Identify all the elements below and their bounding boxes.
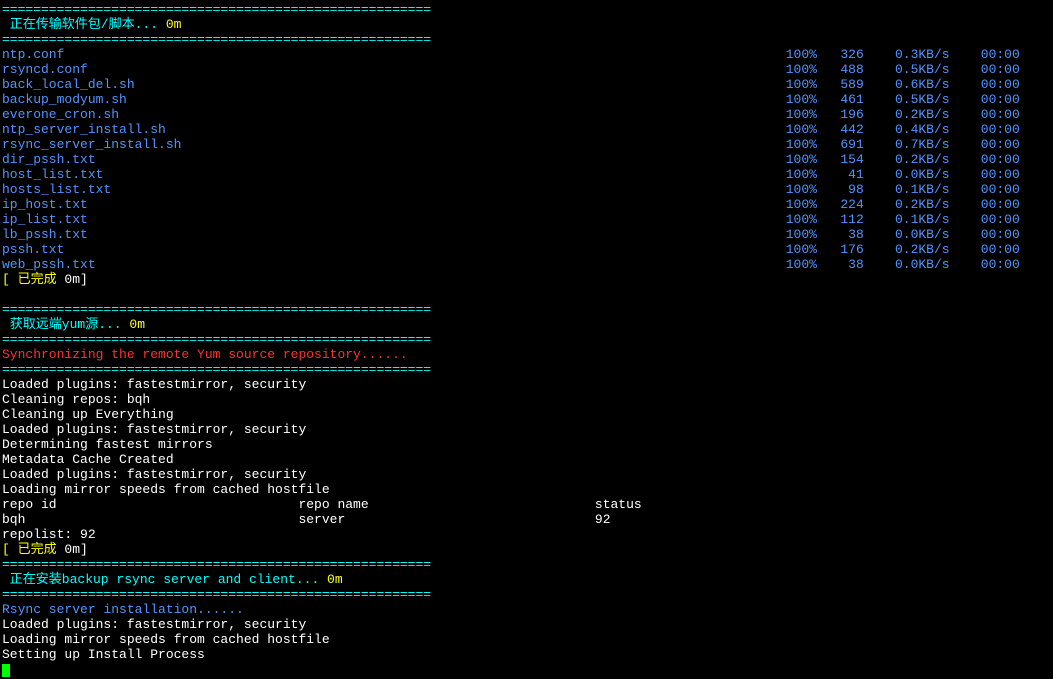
repolist-line: repolist: 92 xyxy=(2,527,1051,542)
file-name: everone_cron.sh xyxy=(2,107,119,122)
file-name: host_list.txt xyxy=(2,167,103,182)
file-transfer-row: dir_pssh.txt 100% 154 0.2KB/s 00:00 xyxy=(2,152,1051,167)
output-line: Determining fastest mirrors xyxy=(2,437,1051,452)
terminal-output: ========================================… xyxy=(2,2,1051,677)
file-name: hosts_list.txt xyxy=(2,182,111,197)
output-line: Cleaning repos: bqh xyxy=(2,392,1051,407)
file-transfer-row: ip_host.txt 100% 224 0.2KB/s 00:00 xyxy=(2,197,1051,212)
file-transfer-row: rsyncd.conf 100% 488 0.5KB/s 00:00 xyxy=(2,62,1051,77)
file-transfer-row: ip_list.txt 100% 112 0.1KB/s 00:00 xyxy=(2,212,1051,227)
cursor xyxy=(2,664,10,677)
sync-message: Synchronizing the remote Yum source repo… xyxy=(2,347,1051,362)
file-stats: 100% 176 0.2KB/s 00:00 xyxy=(786,242,1051,257)
file-transfer-row: everone_cron.sh 100% 196 0.2KB/s 00:00 xyxy=(2,107,1051,122)
file-name: lb_pssh.txt xyxy=(2,227,88,242)
output-line: Loading mirror speeds from cached hostfi… xyxy=(2,482,1051,497)
file-name: rsyncd.conf xyxy=(2,62,88,77)
file-transfer-row: lb_pssh.txt 100% 38 0.0KB/s 00:00 xyxy=(2,227,1051,242)
output-line: Metadata Cache Created xyxy=(2,452,1051,467)
file-stats: 100% 488 0.5KB/s 00:00 xyxy=(786,62,1051,77)
file-transfer-row: web_pssh.txt 100% 38 0.0KB/s 00:00 xyxy=(2,257,1051,272)
file-stats: 100% 38 0.0KB/s 00:00 xyxy=(786,227,1051,242)
file-name: pssh.txt xyxy=(2,242,64,257)
file-stats: 100% 461 0.5KB/s 00:00 xyxy=(786,92,1051,107)
install-message: Rsync server installation...... xyxy=(2,602,1051,617)
output-line: Setting up Install Process xyxy=(2,647,1051,662)
file-stats: 100% 196 0.2KB/s 00:00 xyxy=(786,107,1051,122)
file-name: ntp_server_install.sh xyxy=(2,122,166,137)
repo-row: bqh server 92 xyxy=(2,512,1051,527)
output-line: Loaded plugins: fastestmirror, security xyxy=(2,377,1051,392)
section-header-yum: 获取远端yum源... 0m xyxy=(2,317,1051,332)
file-name: back_local_del.sh xyxy=(2,77,135,92)
file-stats: 100% 326 0.3KB/s 00:00 xyxy=(786,47,1051,62)
done-marker: [ 已完成 0m] xyxy=(2,272,1051,287)
output-line: Loading mirror speeds from cached hostfi… xyxy=(2,632,1051,647)
file-stats: 100% 41 0.0KB/s 00:00 xyxy=(786,167,1051,182)
output-line: Loaded plugins: fastestmirror, security xyxy=(2,617,1051,632)
done-marker: [ 已完成 0m] xyxy=(2,542,1051,557)
file-transfer-row: ntp_server_install.sh 100% 442 0.4KB/s 00… xyxy=(2,122,1051,137)
file-name: backup_modyum.sh xyxy=(2,92,127,107)
section-header-install: 正在安装backup rsync server and client... 0m xyxy=(2,572,1051,587)
file-transfer-row: host_list.txt 100% 41 0.0KB/s 00:00 xyxy=(2,167,1051,182)
file-transfer-row: backup_modyum.sh 100% 461 0.5KB/s 00:00 xyxy=(2,92,1051,107)
file-stats: 100% 442 0.4KB/s 00:00 xyxy=(786,122,1051,137)
file-transfer-row: back_local_del.sh 100% 589 0.6KB/s 00:00 xyxy=(2,77,1051,92)
file-transfer-row: rsync_server_install.sh 100% 691 0.7KB/s … xyxy=(2,137,1051,152)
file-stats: 100% 98 0.1KB/s 00:00 xyxy=(786,182,1051,197)
repo-header: repo id repo name status xyxy=(2,497,1051,512)
file-name: rsync_server_install.sh xyxy=(2,137,181,152)
file-transfer-row: ntp.conf 100% 326 0.3KB/s 00:00 xyxy=(2,47,1051,62)
file-name: dir_pssh.txt xyxy=(2,152,96,167)
output-line: Loaded plugins: fastestmirror, security xyxy=(2,422,1051,437)
section-header-transfer: 正在传输软件包/脚本... 0m xyxy=(2,17,1051,32)
file-stats: 100% 589 0.6KB/s 00:00 xyxy=(786,77,1051,92)
file-name: web_pssh.txt xyxy=(2,257,96,272)
section-title: 正在传输软件包/脚本... xyxy=(2,17,158,32)
output-line: Cleaning up Everything xyxy=(2,407,1051,422)
file-stats: 100% 224 0.2KB/s 00:00 xyxy=(786,197,1051,212)
suffix-text: 0m xyxy=(158,17,181,32)
file-transfer-row: pssh.txt 100% 176 0.2KB/s 00:00 xyxy=(2,242,1051,257)
file-stats: 100% 691 0.7KB/s 00:00 xyxy=(786,137,1051,152)
file-name: ip_host.txt xyxy=(2,197,88,212)
output-line: Loaded plugins: fastestmirror, security xyxy=(2,467,1051,482)
file-stats: 100% 154 0.2KB/s 00:00 xyxy=(786,152,1051,167)
file-name: ntp.conf xyxy=(2,47,64,62)
file-transfer-row: hosts_list.txt 100% 98 0.1KB/s 00:00 xyxy=(2,182,1051,197)
file-stats: 100% 112 0.1KB/s 00:00 xyxy=(786,212,1051,227)
file-stats: 100% 38 0.0KB/s 00:00 xyxy=(786,257,1051,272)
file-name: ip_list.txt xyxy=(2,212,88,227)
prompt-line[interactable] xyxy=(2,662,1051,677)
